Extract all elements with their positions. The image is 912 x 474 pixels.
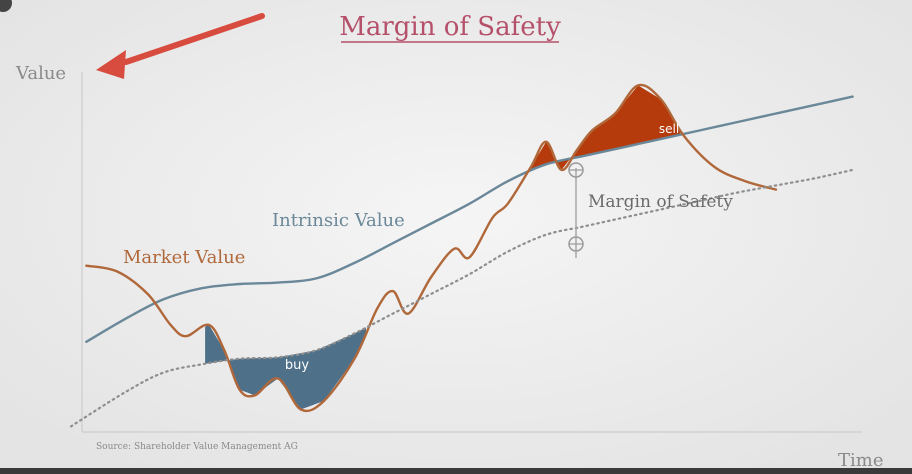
pointer-arrow-shaft	[123, 13, 265, 65]
buy-label: buy	[285, 358, 309, 373]
chart-title: Margin of Safety	[339, 12, 561, 42]
corner-decoration	[0, 0, 12, 12]
sell-region	[527, 85, 681, 174]
market-value-line	[85, 83, 778, 413]
bottom-bar	[0, 468, 912, 474]
pointer-arrow-head	[96, 50, 126, 79]
series-layer	[69, 83, 854, 428]
intrinsic-value-label: Intrinsic Value	[272, 210, 405, 231]
x-axis-label: Time	[838, 450, 883, 471]
source-note: Source: Shareholder Value Management AG	[96, 442, 298, 452]
margin-threshold-line	[69, 168, 854, 428]
sell-label: sell	[659, 122, 679, 136]
pointer-arrow	[96, 13, 265, 79]
margin-of-safety-label: Margin of Safety	[588, 192, 733, 212]
y-axis-label: Value	[15, 63, 66, 84]
intrinsic-value-line	[85, 95, 854, 343]
market-value-label: Market Value	[123, 247, 245, 268]
buy-region	[205, 324, 366, 410]
